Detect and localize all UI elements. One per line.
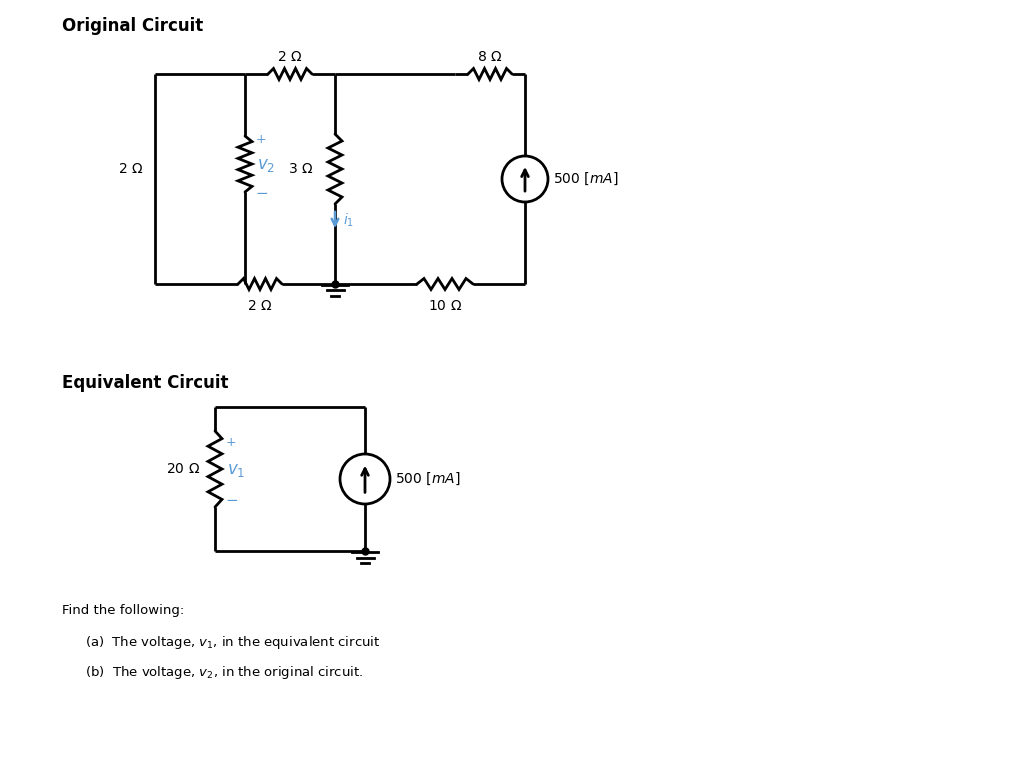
Text: 20 $\Omega$: 20 $\Omega$ bbox=[166, 462, 200, 476]
Text: 500 [$mA$]: 500 [$mA$] bbox=[395, 471, 461, 487]
Text: $-$: $-$ bbox=[255, 184, 268, 199]
Text: $-$: $-$ bbox=[225, 491, 239, 506]
Text: (a)  The voltage, $v_1$, in the equivalent circuit: (a) The voltage, $v_1$, in the equivalen… bbox=[85, 634, 380, 651]
Text: Equivalent Circuit: Equivalent Circuit bbox=[62, 374, 228, 392]
Text: $v_1$: $v_1$ bbox=[227, 461, 245, 479]
Text: 2 $\Omega$: 2 $\Omega$ bbox=[248, 299, 272, 313]
Text: $v_2$: $v_2$ bbox=[257, 156, 275, 174]
Text: 2 $\Omega$: 2 $\Omega$ bbox=[118, 162, 143, 176]
Text: 3 $\Omega$: 3 $\Omega$ bbox=[288, 162, 313, 176]
Text: (b)  The voltage, $v_2$, in the original circuit.: (b) The voltage, $v_2$, in the original … bbox=[85, 664, 364, 681]
Text: 10 $\Omega$: 10 $\Omega$ bbox=[428, 299, 462, 313]
Text: Original Circuit: Original Circuit bbox=[62, 17, 203, 35]
Text: 500 [$mA$]: 500 [$mA$] bbox=[553, 171, 618, 187]
Text: $i_1$: $i_1$ bbox=[343, 211, 354, 228]
Text: $+$: $+$ bbox=[225, 436, 237, 449]
Text: 2 $\Omega$: 2 $\Omega$ bbox=[278, 50, 303, 64]
Text: Find the following:: Find the following: bbox=[62, 604, 184, 617]
Text: 8 $\Omega$: 8 $\Omega$ bbox=[477, 50, 503, 64]
Text: $+$: $+$ bbox=[255, 133, 266, 146]
